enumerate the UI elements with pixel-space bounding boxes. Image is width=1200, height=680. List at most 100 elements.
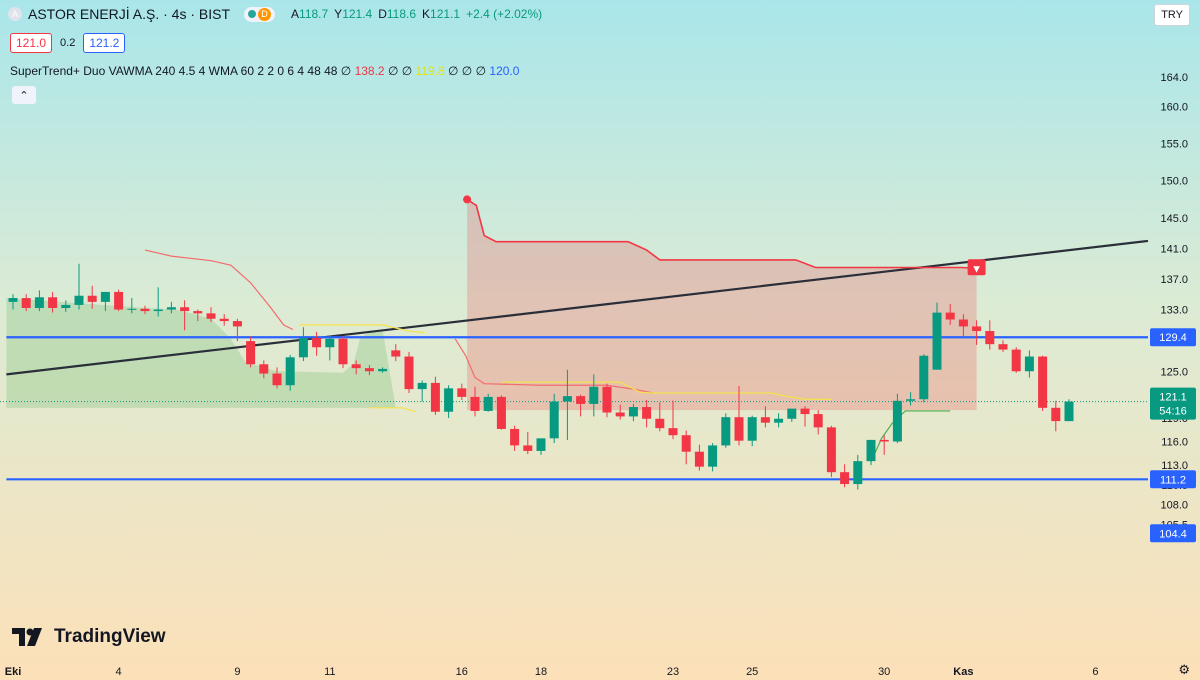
candle (826, 425, 836, 477)
candle-body (61, 304, 71, 309)
bullish-zone-fill (6, 298, 396, 408)
tradingview-logo[interactable]: TradingView (12, 626, 166, 648)
candle-body (760, 417, 770, 423)
candle-body (906, 399, 916, 401)
symbol-logo-icon: A (8, 7, 22, 21)
collapse-legend-button[interactable]: ⌃ (12, 86, 36, 104)
candle-body (655, 418, 665, 429)
price-tick-label: 116.0 (1161, 436, 1188, 448)
candle-body (21, 298, 31, 309)
candle-body (74, 295, 84, 305)
candle-body (34, 297, 44, 309)
delayed-data-badge: D (258, 7, 272, 21)
candle (61, 300, 71, 312)
candle-body (774, 418, 784, 423)
time-tick-label: 16 (456, 666, 468, 678)
price-tick-label: 113.0 (1161, 460, 1188, 472)
price-label-129.4: 129.4 (1150, 328, 1196, 347)
candle (562, 369, 572, 440)
market-open-icon (248, 10, 257, 18)
indicator-value-1: ∅ (340, 64, 352, 78)
candle (180, 300, 190, 331)
price-label-text: 104.4 (1159, 528, 1187, 540)
candle-body (312, 337, 322, 348)
candle (100, 291, 110, 312)
candle-body (576, 396, 586, 404)
candle (919, 354, 929, 403)
candle (510, 425, 520, 451)
candle (853, 454, 863, 490)
candle-body (866, 439, 876, 462)
last-price-label: 121.1 54:16 (1150, 387, 1196, 420)
candle-body (166, 307, 176, 310)
time-tick-label: 11 (324, 666, 335, 678)
candle (681, 430, 691, 465)
candle (193, 309, 203, 322)
candle (496, 395, 506, 430)
yellow-line-2 (501, 381, 832, 400)
candle-body (87, 295, 97, 302)
candle-body (879, 439, 889, 442)
market-status-toggle[interactable]: D (244, 6, 276, 22)
indicator-value-4: 119.8 (415, 64, 445, 78)
indicator-legend[interactable]: SuperTrend+ Duo VAWMA 240 4.5 4 WMA 60 2… (10, 64, 519, 78)
candle (127, 298, 137, 314)
time-tick-label: 25 (746, 666, 758, 678)
price-tick-label: 160.0 (1160, 101, 1188, 113)
candle-body (972, 326, 982, 332)
candle-body (945, 312, 955, 320)
price-label-box (1150, 470, 1196, 489)
candle-body (853, 461, 863, 485)
candle-body (919, 355, 929, 400)
price-tick-label: 108.0 (1160, 500, 1188, 512)
sell-button[interactable]: 121.0 (10, 33, 53, 53)
candle-body (483, 396, 493, 411)
candle-body (193, 311, 203, 314)
indicator-value-6: 120.0 (489, 64, 520, 78)
candle (325, 335, 335, 361)
sell-signal-marker (967, 259, 986, 276)
price-tick-label: 155.0 (1160, 138, 1188, 150)
candle-body (800, 408, 810, 415)
currency-selector[interactable]: TRY (1154, 4, 1190, 26)
candle (391, 344, 401, 362)
candle-body (932, 312, 942, 370)
price-tick-label: 150.0 (1160, 176, 1188, 188)
candle (21, 294, 31, 312)
candle-body (892, 400, 902, 442)
candle (655, 402, 665, 432)
candle-body (813, 414, 823, 428)
candle (74, 263, 84, 310)
candle-body (127, 308, 137, 310)
sell-signal-icon: ▼ (971, 263, 982, 275)
candle (760, 406, 770, 428)
candle (972, 320, 982, 345)
candle (140, 305, 150, 315)
last-price-text: 121.1 (1159, 392, 1187, 404)
candle (404, 351, 414, 394)
candle (840, 464, 850, 488)
candle (958, 314, 968, 338)
candle-body (378, 368, 388, 372)
chart-settings-icon[interactable]: ⚙ (1178, 662, 1190, 677)
candle (668, 400, 678, 440)
price-tick-label: 137.0 (1160, 274, 1188, 286)
candle (1064, 399, 1074, 422)
candle-body (721, 417, 731, 446)
candle (34, 290, 44, 312)
candle-body (747, 417, 757, 441)
candle-body (615, 412, 625, 417)
candle-body (1038, 356, 1048, 408)
buy-button[interactable]: 121.2 (83, 33, 126, 53)
candle-body (391, 350, 401, 357)
price-tick-label: 133.0 (1160, 305, 1188, 317)
symbol-title[interactable]: ASTOR ENERJİ A.Ş. · 4s · BIST (28, 6, 231, 22)
candle-body (734, 417, 744, 441)
candle (800, 406, 810, 427)
time-tick-label: Eki (5, 666, 22, 678)
candle-body (826, 427, 836, 473)
candle (219, 314, 229, 326)
candle-body (48, 297, 58, 309)
candle-body (958, 319, 968, 327)
